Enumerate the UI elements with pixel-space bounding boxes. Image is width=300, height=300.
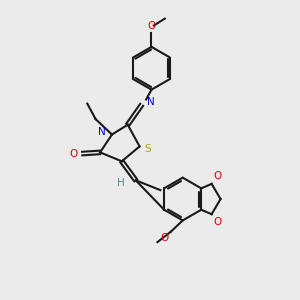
Text: O: O [147, 21, 156, 32]
Text: O: O [213, 171, 221, 181]
Text: O: O [213, 217, 221, 227]
Text: O: O [160, 233, 168, 243]
Text: N: N [147, 98, 155, 107]
Text: N: N [98, 127, 105, 137]
Text: O: O [70, 148, 78, 159]
Text: S: S [144, 144, 151, 154]
Text: H: H [117, 178, 124, 188]
